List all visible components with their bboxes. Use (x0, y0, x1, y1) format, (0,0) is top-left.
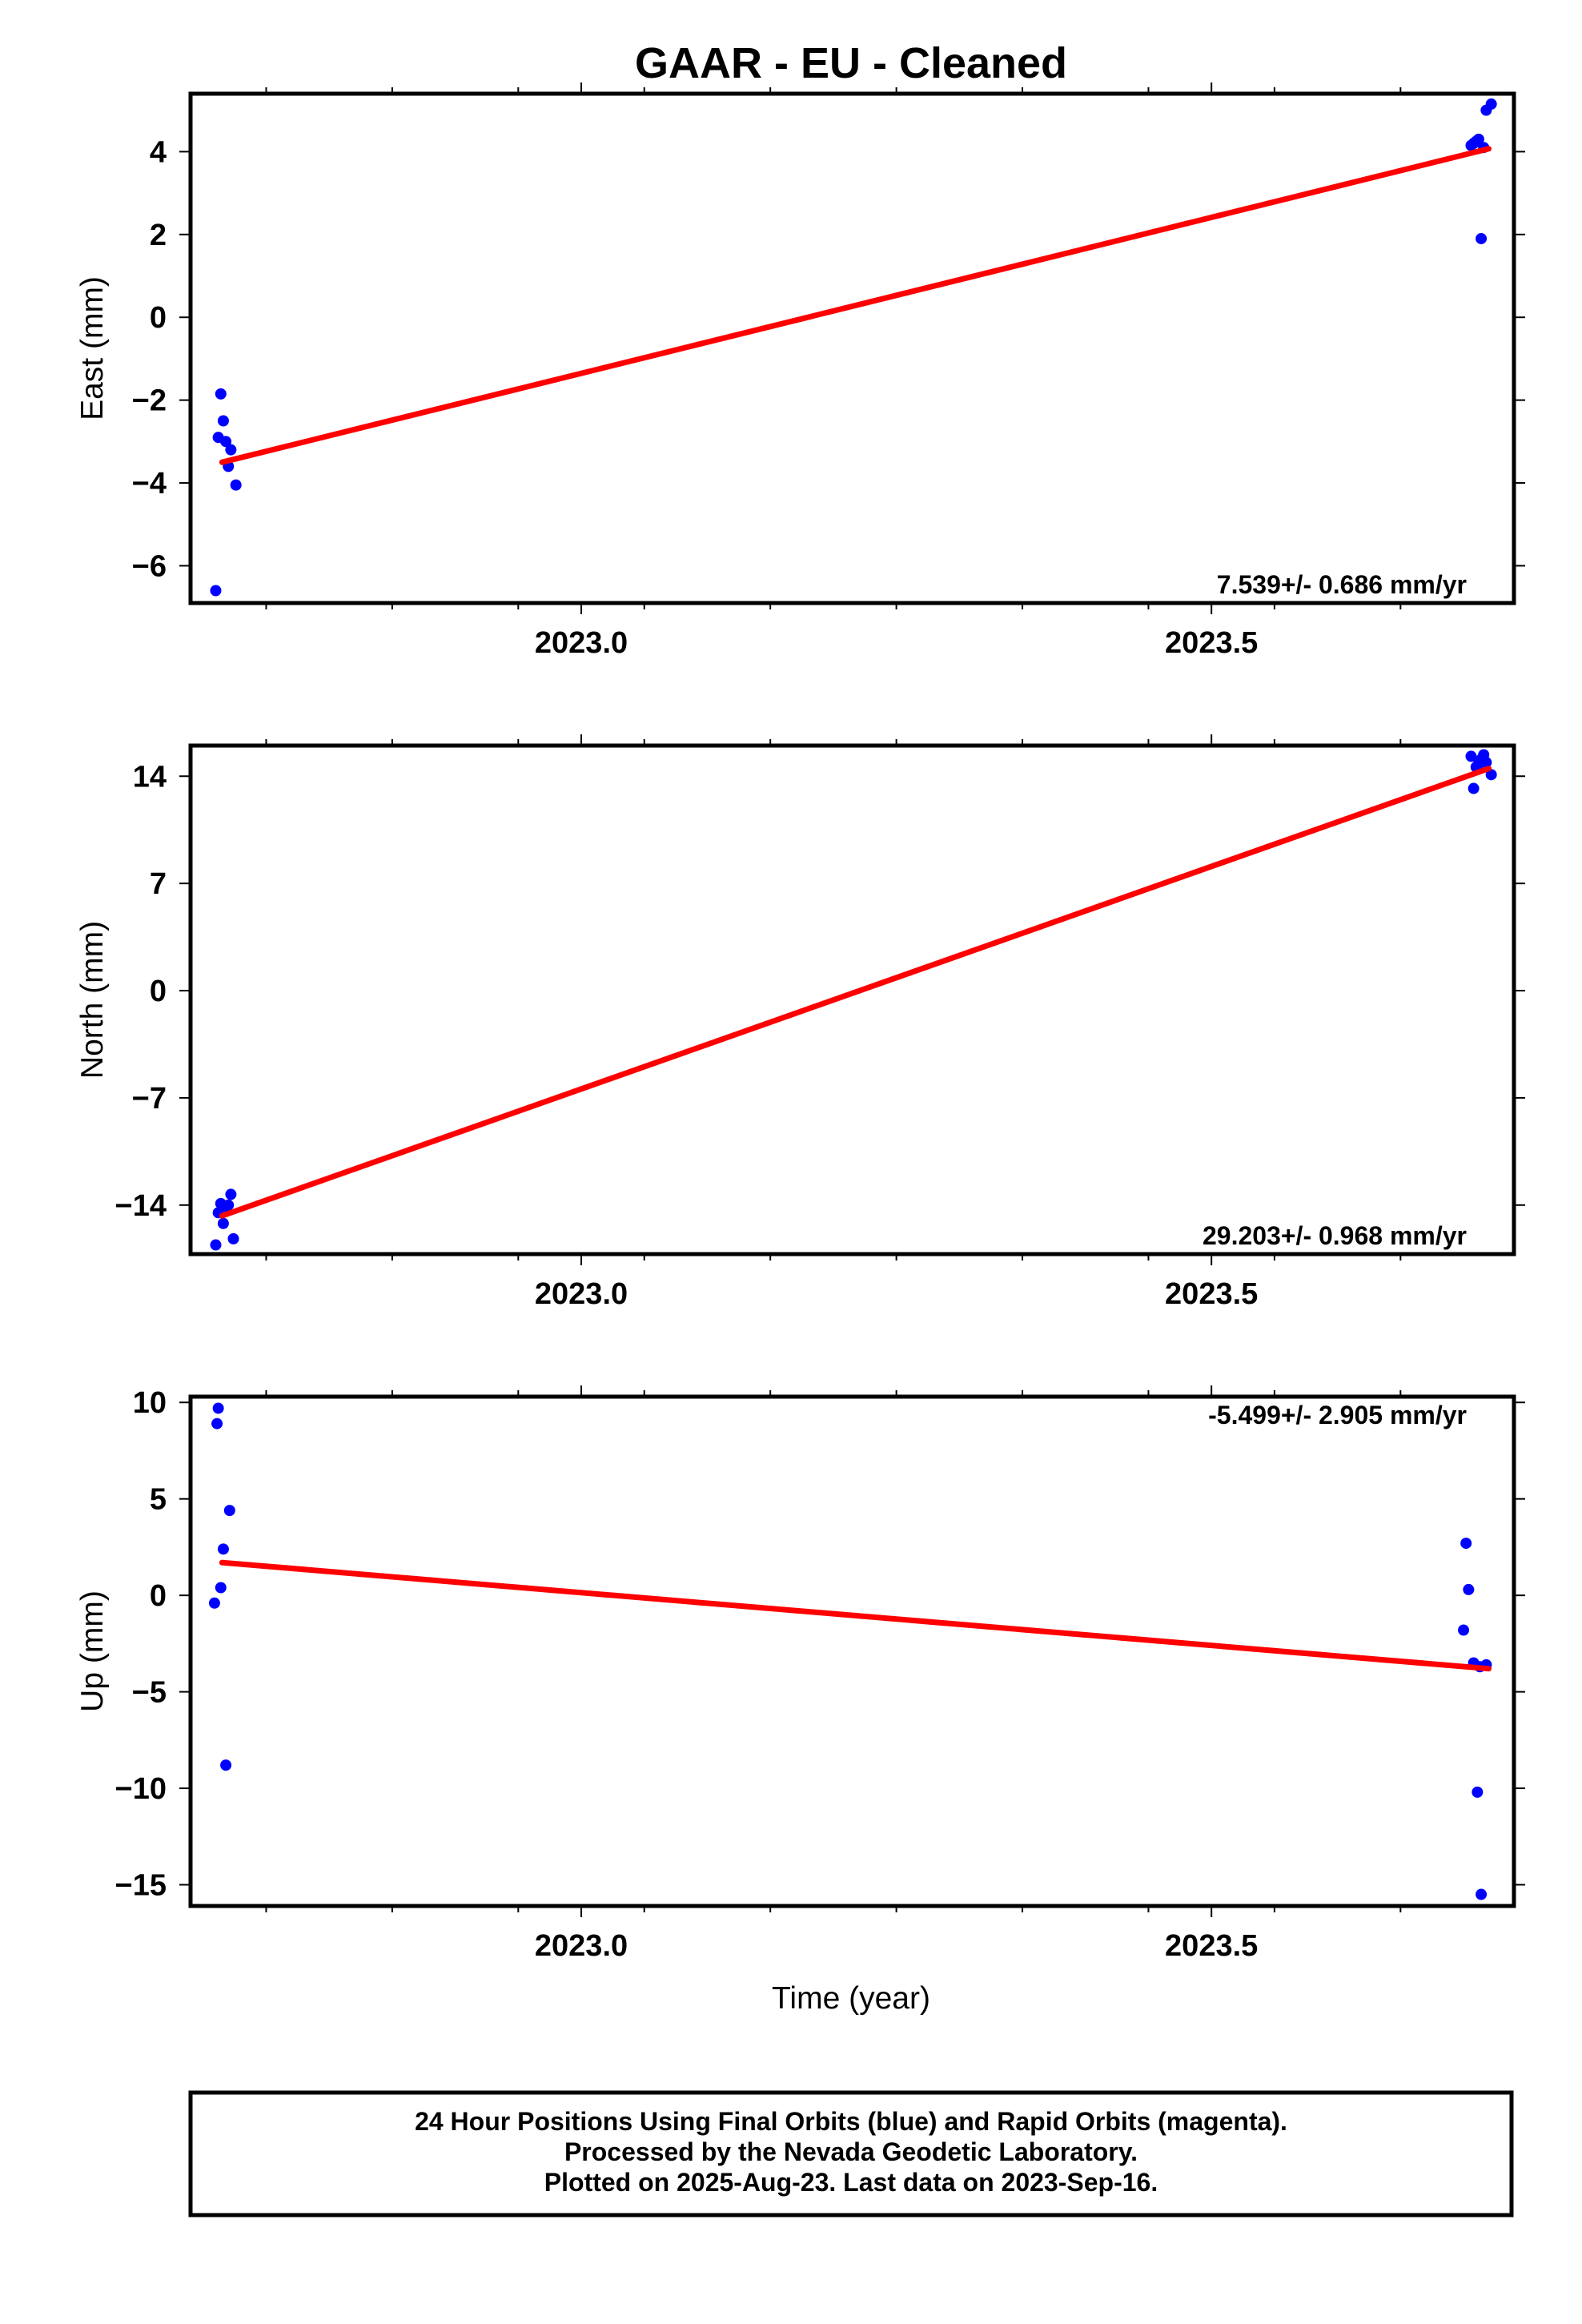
panel-east: 2023.0 2023.5 4 2 0 −2 −4 −6 East (mm) 7.539+/- 0… (75, 82, 1525, 660)
y-tick-label: −15 (115, 1869, 167, 1903)
data-point (225, 444, 237, 456)
y-tick-label: −2 (132, 384, 167, 418)
y-axis-title: North (mm) (75, 921, 110, 1079)
velocity-label: -5.499+/- 2.905 mm/yr (1208, 1401, 1467, 1429)
y-tick-label: 0 (150, 975, 167, 1008)
data-point (211, 1417, 223, 1429)
y-axis-title: Up (mm) (75, 1590, 110, 1712)
data-point (215, 1582, 227, 1594)
data-point (1465, 750, 1477, 762)
data-point (210, 1239, 222, 1251)
x-tick-label: 2023.5 (1165, 626, 1258, 660)
data-point (1476, 1888, 1488, 1900)
data-point (1472, 1786, 1484, 1798)
data-point (210, 585, 222, 597)
plot-frame (188, 91, 1516, 605)
x-tick-label: 2023.5 (1165, 1929, 1258, 1963)
plot-frame (188, 743, 1516, 1256)
data-point (1463, 1583, 1475, 1595)
data-point (1480, 757, 1492, 769)
data-point (227, 1232, 239, 1244)
y-tick-label: 4 (150, 135, 167, 169)
plot-frame (188, 1394, 1516, 1908)
velocity-label: 7.539+/- 0.686 mm/yr (1217, 570, 1467, 599)
data-point (1472, 133, 1484, 145)
y-tick-label: 14 (133, 760, 167, 794)
data-point (212, 1402, 224, 1414)
y-tick-label: −7 (132, 1082, 167, 1116)
data-point (220, 1759, 232, 1771)
data-point (1485, 769, 1497, 781)
y-tick-label: 10 (133, 1386, 167, 1420)
panel-up: 2023.0 2023.5 10 5 0 −5 −10 −15 Up (mm) -5.499+/-… (75, 1385, 1525, 1963)
y-tick-label: 7 (150, 867, 167, 901)
x-tick-label: 2023.0 (535, 626, 628, 660)
data-point (208, 1597, 220, 1609)
footnote-box (188, 2090, 1514, 2217)
data-point (223, 1199, 235, 1211)
data-point (1468, 782, 1480, 794)
data-point (1476, 232, 1488, 244)
footnote-line-3: Plotted on 2025-Aug-23. Last data on 202… (544, 2168, 1158, 2197)
data-point (215, 388, 227, 400)
y-tick-label: 5 (150, 1483, 167, 1517)
data-point (230, 479, 242, 491)
data-point (217, 1217, 229, 1229)
x-tick-label: 2023.5 (1165, 1277, 1258, 1311)
panels-layer: 2023.0 2023.5 4 2 0 −2 −4 −6 East (mm) 7.539+/- 0… (75, 82, 1525, 1963)
y-tick-label: 0 (150, 1579, 167, 1613)
chart-title: GAAR - EU - Cleaned (635, 39, 1067, 87)
data-point (225, 1188, 237, 1200)
data-point (220, 436, 232, 448)
x-axis-title: Time (year) (772, 1981, 930, 2016)
velocity-label: 29.203+/- 0.968 mm/yr (1203, 1221, 1467, 1250)
data-point (223, 1505, 235, 1517)
y-tick-label: 0 (150, 301, 167, 335)
data-point (1485, 98, 1497, 110)
x-tick-label: 2023.0 (535, 1277, 628, 1311)
trend-line (219, 146, 1492, 465)
data-point (217, 415, 229, 427)
trend-line (219, 766, 1492, 1219)
panel-north: 2023.0 2023.5 14 7 0 −7 −14 North (mm) 29.203+/-… (75, 734, 1525, 1311)
data-point (1458, 1624, 1470, 1636)
y-tick-label: −6 (132, 549, 167, 583)
y-tick-label: −14 (115, 1189, 167, 1223)
trend-line (219, 1559, 1492, 1672)
y-axis-title: East (mm) (75, 276, 110, 420)
y-tick-label: −5 (132, 1676, 167, 1710)
footnote-line-2: Processed by the Nevada Geodetic Laborat… (564, 2137, 1138, 2166)
x-tick-label: 2023.0 (535, 1929, 628, 1963)
y-tick-label: −4 (132, 467, 167, 501)
footnote-line-1: 24 Hour Positions Using Final Orbits (bl… (415, 2107, 1287, 2136)
data-point (1460, 1538, 1472, 1550)
data-point (217, 1543, 229, 1555)
y-tick-label: −10 (115, 1772, 167, 1806)
y-tick-label: 2 (150, 219, 167, 252)
